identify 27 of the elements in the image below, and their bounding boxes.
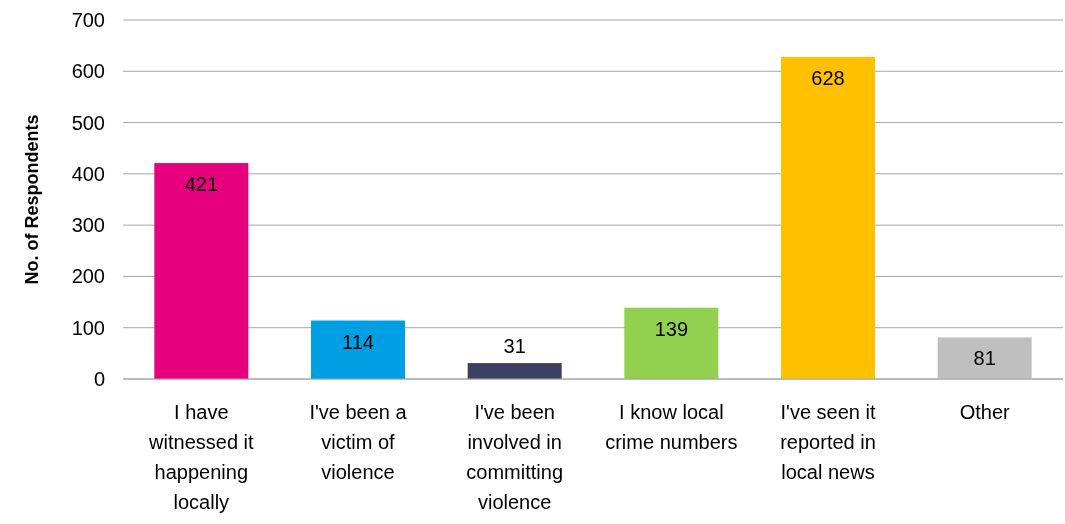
bar: [624, 307, 719, 379]
x-tick-label: I have witnessed it happening locally: [148, 401, 255, 513]
bar: [781, 56, 875, 379]
y-tick-label: 300: [71, 214, 105, 237]
data-label: 31: [503, 335, 526, 358]
data-label: 628: [811, 66, 845, 89]
x-tick-label: I've been involved in committing violence: [466, 401, 564, 513]
y-tick-label: 700: [71, 9, 105, 31]
y-tick-label: 0: [93, 368, 105, 390]
y-tick-label: 400: [71, 162, 105, 185]
x-tick-label: Other: [959, 401, 1011, 423]
bar: [467, 363, 562, 379]
bar: [937, 337, 1032, 379]
y-axis-title: No. of Respondents: [22, 114, 42, 285]
y-tick-label: 600: [71, 60, 105, 83]
data-label: 81: [973, 347, 996, 370]
x-tick-label: I've seen it reported in local news: [780, 401, 876, 483]
y-tick-label: 100: [71, 316, 105, 339]
bar: [154, 163, 249, 379]
bar: [311, 320, 405, 379]
y-tick-label: 500: [71, 111, 105, 134]
data-label: 139: [654, 317, 689, 340]
data-label: 114: [342, 330, 374, 353]
x-tick-label: I know local crime numbers: [605, 401, 738, 453]
y-tick-label: 200: [71, 265, 105, 288]
x-tick-label: I've been a victim of violence: [309, 401, 408, 483]
data-label: 421: [184, 173, 219, 196]
